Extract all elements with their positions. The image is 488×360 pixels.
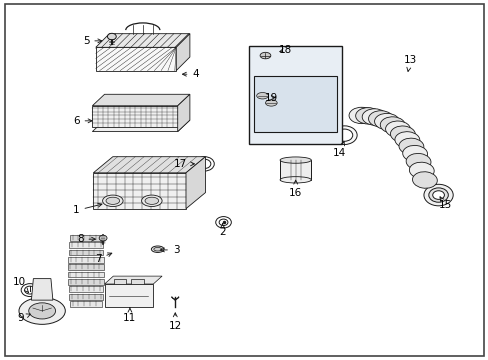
Ellipse shape bbox=[368, 111, 393, 127]
Text: 7: 7 bbox=[95, 253, 112, 264]
Bar bbox=[69, 294, 102, 300]
Ellipse shape bbox=[19, 297, 65, 324]
Text: 14: 14 bbox=[332, 141, 346, 158]
Ellipse shape bbox=[389, 126, 414, 142]
Ellipse shape bbox=[394, 132, 419, 148]
Ellipse shape bbox=[102, 195, 123, 207]
Bar bbox=[70, 301, 102, 307]
Ellipse shape bbox=[142, 195, 162, 207]
Polygon shape bbox=[93, 157, 205, 173]
Ellipse shape bbox=[408, 162, 433, 179]
Polygon shape bbox=[92, 120, 189, 132]
Ellipse shape bbox=[265, 100, 277, 106]
Bar bbox=[93, 173, 185, 209]
Ellipse shape bbox=[151, 246, 163, 252]
Text: 8: 8 bbox=[77, 234, 95, 244]
Circle shape bbox=[24, 286, 35, 294]
Polygon shape bbox=[177, 94, 189, 132]
Ellipse shape bbox=[380, 117, 405, 133]
Ellipse shape bbox=[406, 153, 430, 170]
Text: 2: 2 bbox=[219, 224, 225, 237]
Text: 13: 13 bbox=[403, 55, 416, 71]
Bar bbox=[104, 284, 153, 307]
Bar bbox=[68, 257, 104, 263]
Circle shape bbox=[194, 157, 214, 171]
Text: 18: 18 bbox=[278, 45, 291, 55]
Polygon shape bbox=[92, 94, 189, 106]
Ellipse shape bbox=[29, 303, 56, 319]
Polygon shape bbox=[185, 157, 205, 209]
Bar bbox=[249, 45, 341, 144]
Circle shape bbox=[331, 126, 356, 144]
Bar bbox=[70, 235, 102, 240]
Bar bbox=[280, 160, 311, 180]
Text: 15: 15 bbox=[438, 197, 451, 210]
Ellipse shape bbox=[280, 157, 311, 163]
Circle shape bbox=[215, 217, 231, 228]
Text: 9: 9 bbox=[18, 313, 30, 323]
Polygon shape bbox=[96, 34, 189, 47]
Circle shape bbox=[428, 188, 447, 202]
Bar bbox=[68, 264, 104, 270]
Text: 1: 1 bbox=[73, 203, 102, 216]
Text: 11: 11 bbox=[123, 307, 136, 323]
Text: 5: 5 bbox=[82, 36, 102, 46]
Text: 10: 10 bbox=[13, 277, 28, 292]
Bar bbox=[96, 47, 176, 71]
Ellipse shape bbox=[280, 177, 311, 183]
Ellipse shape bbox=[362, 109, 386, 125]
Text: 3: 3 bbox=[160, 245, 179, 255]
Ellipse shape bbox=[260, 52, 270, 59]
Ellipse shape bbox=[106, 197, 120, 204]
Polygon shape bbox=[31, 279, 53, 300]
Bar bbox=[92, 106, 177, 127]
Ellipse shape bbox=[355, 108, 380, 124]
Ellipse shape bbox=[348, 107, 373, 123]
Text: 17: 17 bbox=[173, 159, 194, 169]
Ellipse shape bbox=[385, 121, 409, 138]
Ellipse shape bbox=[145, 197, 158, 204]
Ellipse shape bbox=[398, 138, 423, 154]
Circle shape bbox=[335, 129, 352, 141]
Circle shape bbox=[432, 191, 444, 199]
Bar bbox=[68, 249, 103, 255]
Bar bbox=[131, 279, 143, 284]
Ellipse shape bbox=[154, 247, 161, 251]
Ellipse shape bbox=[412, 172, 436, 188]
Bar bbox=[69, 242, 102, 248]
Circle shape bbox=[21, 284, 39, 297]
Text: 19: 19 bbox=[264, 93, 278, 103]
Ellipse shape bbox=[374, 113, 399, 130]
Text: 12: 12 bbox=[168, 313, 182, 331]
Bar bbox=[114, 279, 126, 284]
Polygon shape bbox=[104, 276, 162, 284]
Ellipse shape bbox=[402, 145, 427, 162]
Ellipse shape bbox=[99, 235, 107, 241]
Circle shape bbox=[429, 189, 447, 202]
Bar bbox=[68, 279, 104, 285]
Text: 6: 6 bbox=[73, 116, 92, 126]
Ellipse shape bbox=[107, 33, 116, 40]
Circle shape bbox=[219, 219, 227, 226]
Text: 4: 4 bbox=[182, 69, 199, 79]
Polygon shape bbox=[176, 34, 189, 71]
Circle shape bbox=[423, 184, 452, 206]
Bar bbox=[68, 272, 104, 278]
Bar bbox=[254, 76, 336, 132]
Bar bbox=[68, 287, 103, 292]
Ellipse shape bbox=[256, 93, 268, 99]
Text: 16: 16 bbox=[288, 180, 302, 198]
Circle shape bbox=[198, 159, 210, 168]
